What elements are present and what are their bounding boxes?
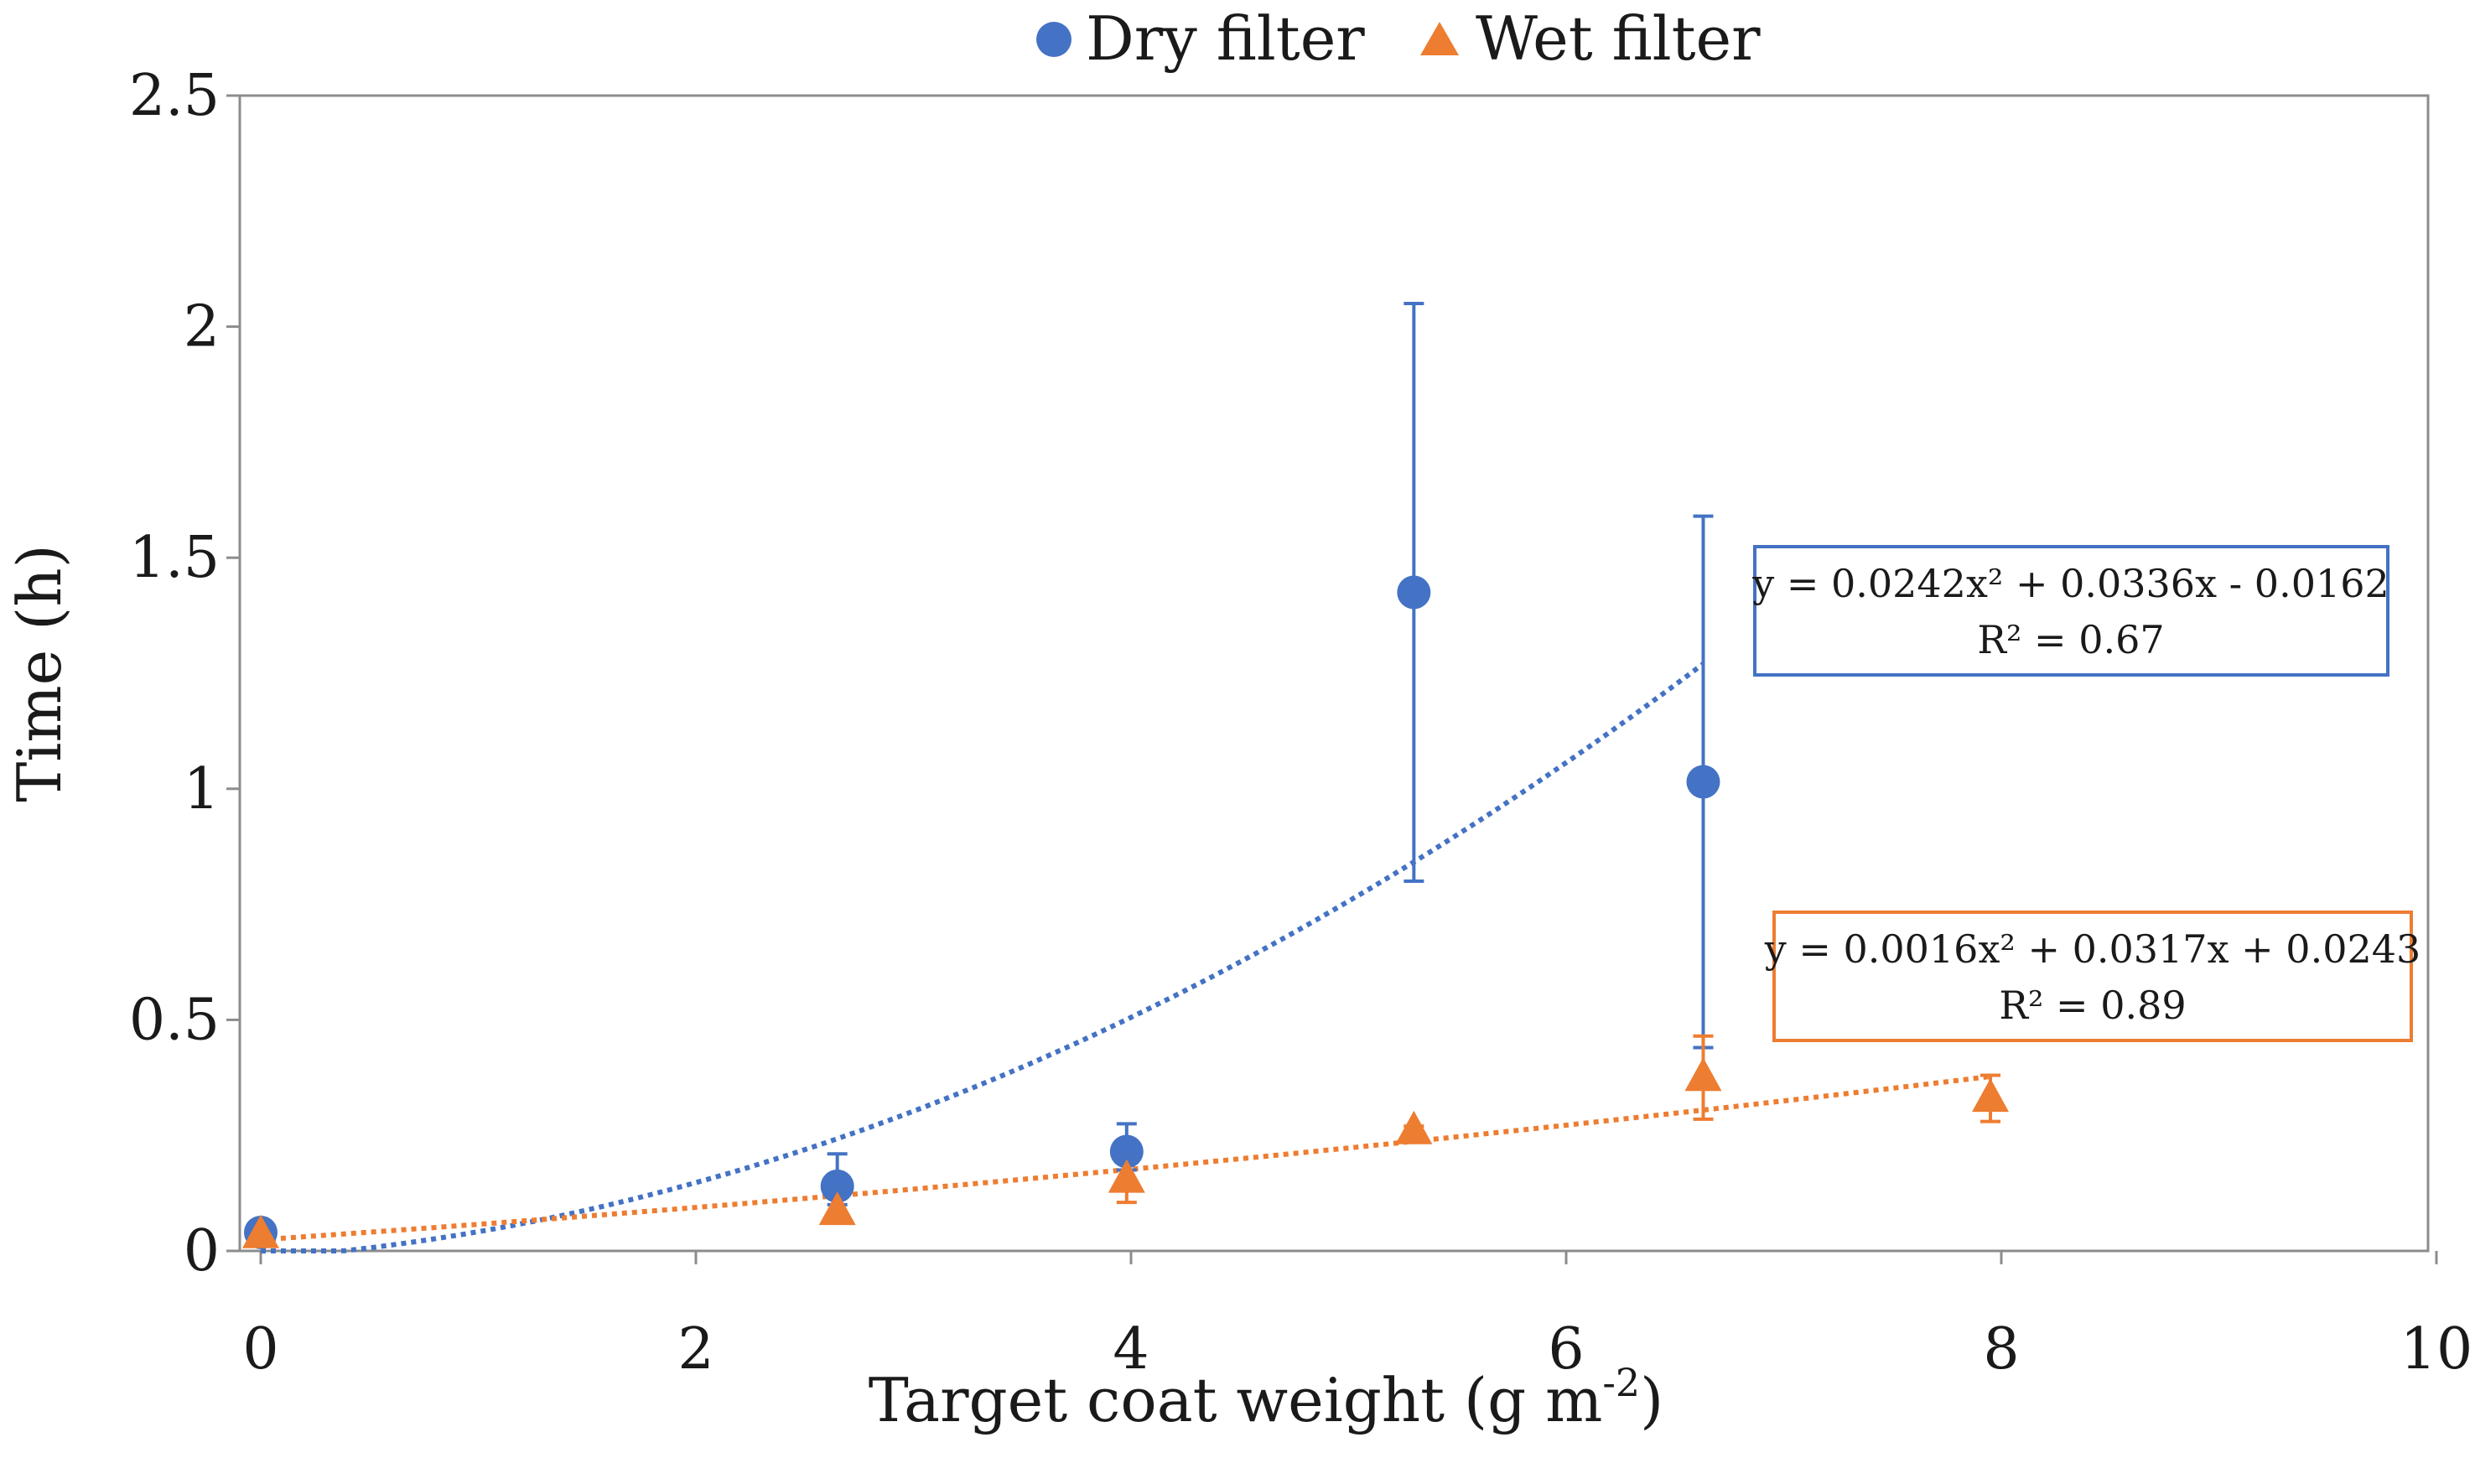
x-tick-label: 8 — [1983, 1316, 2019, 1383]
equation-box-wet-frame — [1772, 911, 2413, 1042]
legend-label-wet-filter: Wet filter — [1476, 3, 1761, 74]
point-dry-filter — [1686, 765, 1720, 799]
y-axis-title: Time (h) — [4, 544, 75, 802]
x-tick-label: 0 — [242, 1316, 278, 1383]
point-dry-filter — [1109, 1134, 1144, 1169]
point-wet-filter — [1395, 1110, 1433, 1144]
x-axis-title-end: ) — [1640, 1365, 1663, 1435]
data-points — [242, 575, 2010, 1249]
legend-marker-dry-filter — [1036, 22, 1071, 57]
x-tick-label: 10 — [2400, 1316, 2473, 1383]
equation-box-wet-filter: y = 0.0016x² + 0.0317x + 0.0243 R² = 0.8… — [1764, 911, 2421, 1042]
x-tick-label: 6 — [1548, 1316, 1584, 1383]
equation-wet-filter: y = 0.0016x² + 0.0317x + 0.0243 — [1764, 926, 2421, 972]
y-tick-label: 2 — [184, 294, 220, 361]
legend-marker-wet-filter — [1420, 22, 1459, 55]
equation-dry-filter: y = 0.0242x² + 0.0336x - 0.0162 — [1751, 561, 2389, 606]
y-tick-label: 0.5 — [129, 987, 220, 1053]
x-tick-label: 4 — [1113, 1316, 1149, 1383]
plot-area-frame — [238, 94, 2430, 1253]
r-squared-dry-filter: R² = 0.67 — [1977, 617, 2164, 662]
point-dry-filter — [1397, 575, 1431, 610]
error-bars — [827, 302, 2001, 1206]
equation-box-dry-frame — [1753, 545, 2389, 677]
trendline-dry-filter — [261, 662, 1705, 1253]
point-wet-filter — [818, 1191, 856, 1226]
y-tick-label: 1 — [184, 756, 220, 822]
x-axis-title-sup: -2 — [1602, 1360, 1640, 1405]
y-tick-label: 1.5 — [129, 525, 220, 591]
legend-label-dry-filter: Dry filter — [1086, 3, 1365, 74]
point-wet-filter — [242, 1214, 279, 1248]
point-wet-filter — [1108, 1159, 1145, 1193]
y-tick-label: 2.5 — [129, 63, 220, 129]
y-tick-label: 0 — [184, 1218, 220, 1284]
point-dry-filter — [820, 1169, 854, 1203]
equation-box-dry-filter: y = 0.0242x² + 0.0336x - 0.0162 R² = 0.6… — [1751, 545, 2389, 677]
r-squared-wet-filter: R² = 0.89 — [1999, 983, 2186, 1028]
point-wet-filter — [1972, 1078, 2010, 1113]
point-wet-filter — [1684, 1057, 1722, 1092]
x-tick-label: 2 — [677, 1316, 713, 1383]
axis-ticks: 0 0.5 1 1.5 2 2.5 0 2 4 6 8 10 — [129, 63, 2472, 1383]
x-axis-title: Target coat weight (g m-2) — [869, 1360, 1664, 1435]
legend: Dry filter Wet filter — [1036, 3, 1761, 74]
x-axis-title-main: Target coat weight (g m — [869, 1365, 1603, 1435]
